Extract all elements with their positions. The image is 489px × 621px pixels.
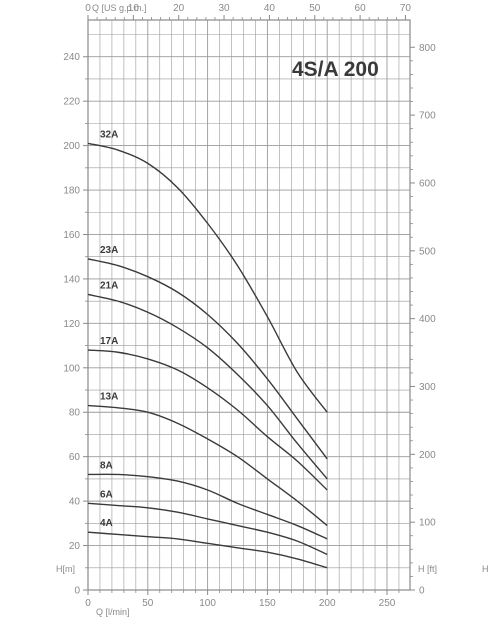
curve-8a [87, 473, 328, 540]
curve-label-23a: 23A [100, 245, 118, 256]
x-top-tick-label: 40 [264, 3, 276, 14]
y-right-tick-label: 600 [419, 178, 436, 189]
y-left-tick-label: 120 [63, 319, 80, 330]
y-right-tick-label: 500 [419, 246, 436, 257]
x-axis-bottom-label: Q [l/min] [96, 607, 130, 617]
y-left-tick-label: 200 [63, 141, 80, 152]
y-left-tick-label: 60 [69, 452, 81, 463]
curve-13a [87, 404, 328, 527]
curve-label-13a: 13A [100, 392, 118, 403]
y-right-tick-label: 0 [419, 586, 425, 597]
grid [87, 20, 410, 591]
x-bottom-tick-label: 250 [379, 598, 396, 609]
x-bottom-tick-label: 50 [142, 598, 154, 609]
curve-label-21a: 21A [100, 280, 118, 291]
curve-label-4a: 4A [100, 518, 113, 529]
x-top-tick-label: 10 [128, 3, 140, 14]
y-left-tick-label: 0 [74, 586, 80, 597]
curve-21a [87, 293, 328, 480]
curve-6a [87, 502, 328, 556]
curve-17a [87, 349, 328, 491]
x-top-tick-label: 20 [173, 3, 185, 14]
x-bottom-tick-label: 200 [319, 598, 336, 609]
x-bottom-tick-label: 150 [259, 598, 276, 609]
y-left-tick-label: 180 [63, 186, 80, 197]
y-left-tick-label: 20 [69, 541, 81, 552]
curve-4a [87, 531, 328, 569]
y-left-tick-label: 80 [69, 408, 81, 419]
x-top-tick-label: 0 [85, 3, 91, 14]
curve-23a [87, 258, 328, 460]
x-top-tick-label: 50 [309, 3, 321, 14]
y-axis-left-label: H[m] [56, 564, 75, 574]
y-right-tick-label: 300 [419, 382, 436, 393]
y-left-tick-label: 240 [63, 52, 80, 63]
x-bottom-tick-label: 0 [85, 598, 91, 609]
x-bottom-tick-label: 100 [199, 598, 216, 609]
y-axis-right-label: H [ft] [418, 564, 437, 574]
curve-label-8a: 8A [100, 460, 113, 471]
chart-title: 4S/A 200 [292, 58, 379, 81]
x-top-tick-label: 30 [218, 3, 230, 14]
y-left-tick-label: 140 [63, 274, 80, 285]
x-axis-top-label: Q [US g.p.m.] [92, 3, 147, 13]
y-left-tick-label: 40 [69, 497, 81, 508]
x-top-tick-label: 70 [400, 3, 412, 14]
y-left-tick-label: 160 [63, 230, 80, 241]
y-right-tick-label: 400 [419, 314, 436, 325]
curve-label-6a: 6A [100, 489, 113, 500]
curve-32a [87, 142, 328, 413]
y-right-tick-label: 800 [419, 43, 436, 54]
labels: 32A 23A 21A 17A 13A 8A 6A 4A [100, 129, 118, 529]
curve-label-17a: 17A [100, 336, 118, 347]
y-right-tick-label: 200 [419, 450, 436, 461]
curve-label-32a: 32A [100, 129, 118, 140]
y-right-tick-label: 100 [419, 518, 436, 529]
curves [87, 142, 328, 569]
y-left-tick-label: 100 [63, 363, 80, 374]
y-right-tick-label: 700 [419, 111, 436, 122]
y-left-tick-label: 220 [63, 97, 80, 108]
axes: 0204060801001201401601802002202400100200… [63, 3, 436, 609]
plot-frame [87, 19, 411, 591]
x-top-tick-label: 60 [355, 3, 367, 14]
edge-label: H [482, 564, 489, 574]
